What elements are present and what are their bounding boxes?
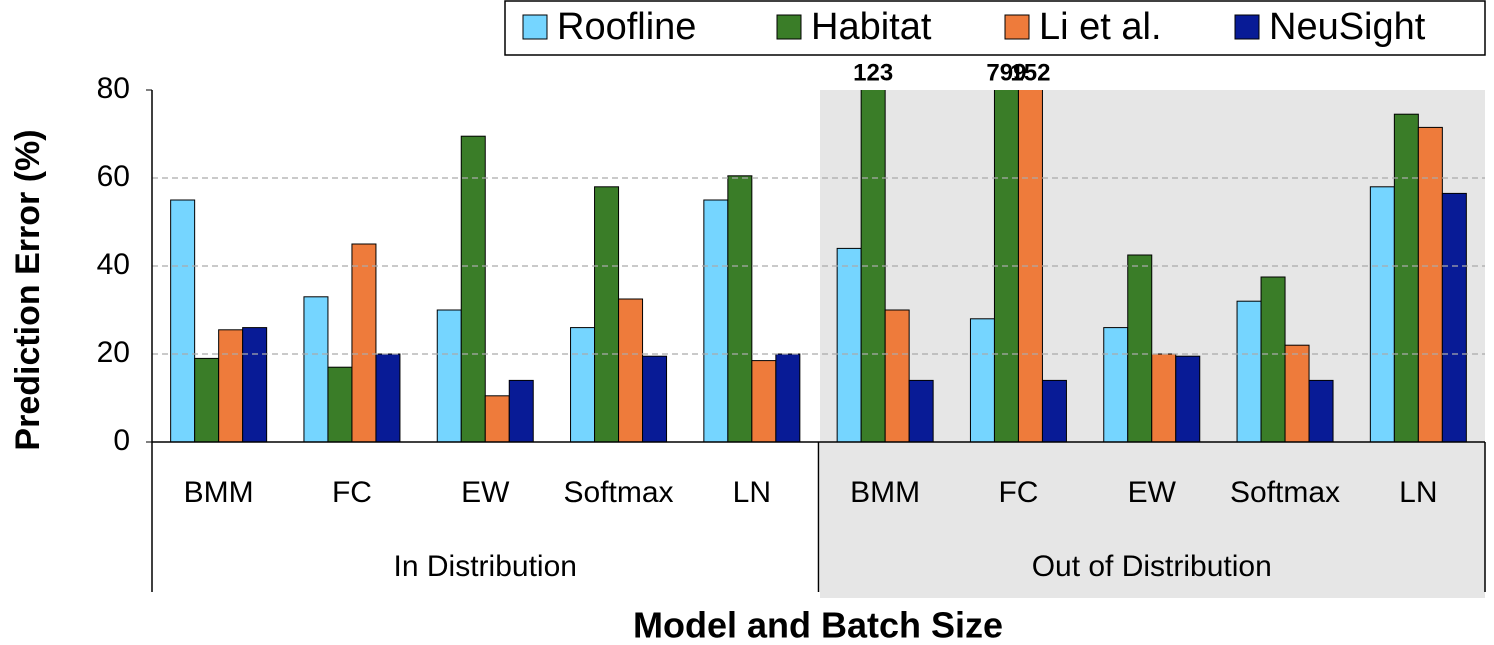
bar — [703, 199, 729, 442]
bar — [727, 175, 753, 442]
x-tick-label: FC — [998, 476, 1038, 509]
data-label: 152 — [1010, 59, 1050, 86]
legend-swatch — [1234, 14, 1260, 40]
y-tick-label: 80 — [97, 72, 130, 105]
bars — [170, 90, 1467, 442]
bar — [1284, 344, 1310, 442]
bar — [218, 329, 244, 442]
bar — [484, 395, 510, 442]
bar — [1393, 113, 1419, 442]
legend-label: Habitat — [811, 6, 932, 48]
bar — [1175, 355, 1201, 442]
x-tick-label: EW — [1128, 476, 1177, 509]
x-tick-label: EW — [461, 476, 510, 509]
bar — [775, 353, 801, 442]
bar — [1417, 126, 1443, 442]
bar — [170, 199, 196, 442]
bar — [836, 247, 862, 442]
bar — [884, 309, 910, 442]
bar — [594, 186, 620, 442]
legend-swatch — [776, 14, 802, 40]
bar — [375, 353, 401, 442]
x-tick-label: BMM — [184, 476, 254, 509]
bar — [1260, 276, 1286, 442]
bar — [1308, 379, 1334, 442]
bar — [1369, 186, 1395, 442]
x-tick-label: Softmax — [1230, 476, 1340, 509]
bar — [327, 366, 353, 442]
bar — [508, 379, 534, 442]
bar — [436, 309, 462, 442]
bar — [351, 243, 377, 442]
group-label: In Distribution — [394, 550, 577, 583]
bar — [969, 318, 995, 442]
legend-label: Roofline — [557, 6, 696, 48]
x-tick-label: LN — [1399, 476, 1437, 509]
bar — [460, 135, 486, 442]
bar — [618, 298, 644, 442]
y-tick-label: 0 — [113, 424, 130, 457]
y-tick-label: 60 — [97, 160, 130, 193]
bar — [1041, 379, 1067, 442]
legend-label: NeuSight — [1269, 6, 1426, 48]
group-label: Out of Distribution — [1032, 550, 1272, 583]
bar — [303, 296, 329, 442]
bar — [642, 355, 668, 442]
bar — [194, 357, 220, 442]
bar — [1441, 192, 1467, 442]
legend-swatch — [1004, 14, 1030, 40]
x-tick-label: LN — [733, 476, 771, 509]
y-axis-title: Prediction Error (%) — [9, 129, 47, 450]
data-label: 123 — [853, 59, 893, 86]
y-tick-label: 40 — [97, 248, 130, 281]
legend-label: Li et al. — [1039, 6, 1162, 48]
bar — [1103, 327, 1129, 442]
x-tick-label: Softmax — [564, 476, 674, 509]
bar — [1236, 300, 1262, 442]
bar — [570, 327, 596, 442]
bar — [908, 379, 934, 442]
x-tick-label: FC — [332, 476, 372, 509]
x-axis-title: Model and Batch Size — [633, 605, 1003, 645]
bar — [1127, 254, 1153, 442]
bar — [751, 360, 777, 442]
bar — [1151, 353, 1177, 442]
legend-box — [504, 0, 1486, 56]
x-tick-label: BMM — [850, 476, 920, 509]
data-label: 799 — [986, 59, 1026, 86]
legend-swatch — [522, 14, 548, 40]
y-tick-label: 20 — [97, 336, 130, 369]
bar — [242, 327, 268, 442]
